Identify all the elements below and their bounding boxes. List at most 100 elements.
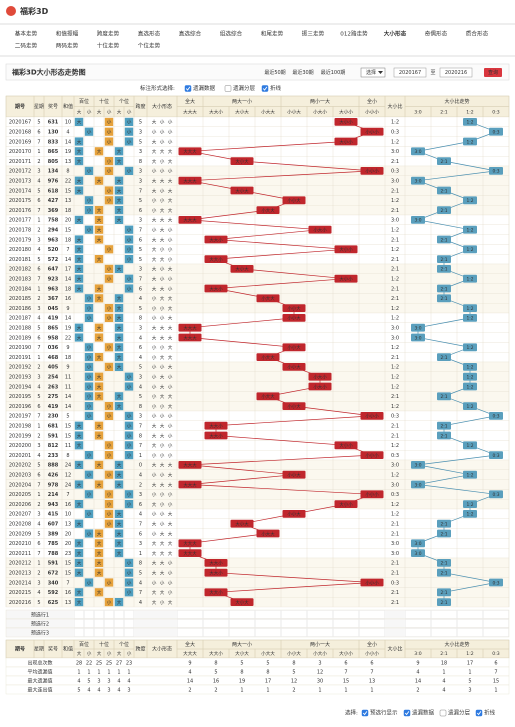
preselect-cell[interactable] xyxy=(457,628,483,637)
preselect-cell[interactable] xyxy=(359,628,385,637)
preselect-cell[interactable] xyxy=(307,619,333,628)
preselect-cell[interactable] xyxy=(281,610,307,619)
preselect-cell[interactable] xyxy=(229,619,255,628)
preselect-cell[interactable] xyxy=(114,619,124,628)
preselect-cell[interactable] xyxy=(114,628,124,637)
input-to[interactable] xyxy=(439,67,473,78)
preselect-cell[interactable] xyxy=(124,619,134,628)
form-char: 小 xyxy=(168,119,173,126)
preselect-cell[interactable] xyxy=(229,610,255,619)
input-from[interactable] xyxy=(393,67,427,78)
preselect-cell[interactable] xyxy=(281,628,307,637)
preselect-cell[interactable] xyxy=(84,610,94,619)
preselect-cell[interactable] xyxy=(74,619,84,628)
preselect-cell[interactable] xyxy=(74,610,84,619)
preselect-cell[interactable] xyxy=(431,628,457,637)
nav-link[interactable]: 直选形态 xyxy=(138,30,161,38)
preselect-cell[interactable] xyxy=(483,619,509,628)
nav-link[interactable]: 基本走势 xyxy=(15,30,38,38)
issue: 2020177 xyxy=(9,218,31,224)
nav-link[interactable]: 振三走势 xyxy=(302,30,325,38)
select-box[interactable] xyxy=(360,67,386,78)
preselect-cell[interactable] xyxy=(74,628,84,637)
nav-link[interactable]: 跨度走势 xyxy=(97,30,120,38)
preselect-cell[interactable] xyxy=(94,610,104,619)
preselect-cell[interactable] xyxy=(94,619,104,628)
preselect-cell[interactable] xyxy=(483,610,509,619)
preselect-cell[interactable] xyxy=(177,628,203,637)
preselect-cell[interactable] xyxy=(483,628,509,637)
preselect-cell[interactable] xyxy=(104,628,114,637)
preselect-cell[interactable] xyxy=(431,610,457,619)
preselect-cell[interactable] xyxy=(177,610,203,619)
checkbox[interactable] xyxy=(184,85,192,92)
position-cell xyxy=(74,598,84,607)
preselect-cell[interactable] xyxy=(255,610,281,619)
form-char: 小 xyxy=(160,129,165,136)
nav-link[interactable]: 两码走势 xyxy=(56,42,79,50)
draw-number: 468 xyxy=(48,355,59,361)
nav-link[interactable]: 和尾走势 xyxy=(261,30,284,38)
preselect-cell[interactable] xyxy=(203,619,229,628)
draw-number: 263 xyxy=(48,384,59,390)
checkbox[interactable] xyxy=(224,85,232,92)
checkbox[interactable] xyxy=(361,709,369,717)
preselect-cell[interactable] xyxy=(457,619,483,628)
checkbox[interactable] xyxy=(403,709,411,717)
preselect-cell[interactable] xyxy=(333,619,359,628)
preselect-cell[interactable] xyxy=(104,619,114,628)
preselect-cell[interactable] xyxy=(84,628,94,637)
preselect-cell[interactable] xyxy=(94,628,104,637)
checkbox[interactable] xyxy=(261,85,269,92)
position-cell xyxy=(124,382,134,391)
nav-link[interactable]: 个位走势 xyxy=(138,42,161,50)
query-button[interactable] xyxy=(484,68,502,77)
preselect-cell[interactable] xyxy=(255,628,281,637)
preselect-cell[interactable] xyxy=(333,610,359,619)
preselect-cell[interactable] xyxy=(431,619,457,628)
checkbox[interactable] xyxy=(475,709,483,717)
preselect-cell[interactable] xyxy=(124,628,134,637)
preselect-cell[interactable] xyxy=(333,628,359,637)
preselect-cell[interactable] xyxy=(457,610,483,619)
nav-link[interactable]: 二码走势 xyxy=(15,42,38,50)
preselect-cell[interactable] xyxy=(281,619,307,628)
preselect-cell[interactable] xyxy=(104,610,114,619)
position-value: 小 xyxy=(127,589,132,596)
preselect-cell[interactable] xyxy=(177,619,203,628)
range-link[interactable]: 最近30期 xyxy=(292,69,313,76)
span: 5 xyxy=(139,120,142,126)
nav-link[interactable]: 012路走势 xyxy=(340,30,368,38)
nav-link[interactable]: 十位走势 xyxy=(97,42,120,50)
preselect-cell[interactable] xyxy=(124,610,134,619)
form-value: 小大小 xyxy=(313,383,327,390)
preselect-cell[interactable] xyxy=(255,619,281,628)
checkbox[interactable] xyxy=(439,709,447,717)
form-char: 大 xyxy=(168,266,173,273)
preselect-cell[interactable] xyxy=(359,610,385,619)
nav-link[interactable]: 大小形态 xyxy=(384,30,407,38)
preselect-cell[interactable] xyxy=(229,628,255,637)
position-value: 大 xyxy=(77,442,82,449)
nav-link[interactable]: 质合形态 xyxy=(466,30,489,38)
nav-link[interactable]: 奇偶形态 xyxy=(425,30,448,38)
preselect-cell[interactable] xyxy=(405,628,431,637)
nav-link[interactable]: 组选综合 xyxy=(220,30,243,38)
issue: 2020203 xyxy=(9,473,31,479)
preselect-cell[interactable] xyxy=(307,610,333,619)
preselect-cell[interactable] xyxy=(114,610,124,619)
form-char: 大 xyxy=(168,305,173,312)
range-link[interactable]: 最近50期 xyxy=(264,69,285,76)
range-link[interactable]: 最近100期 xyxy=(321,69,346,76)
preselect-cell[interactable] xyxy=(405,610,431,619)
preselect-cell[interactable] xyxy=(84,619,94,628)
preselect-cell[interactable] xyxy=(203,628,229,637)
preselect-cell[interactable] xyxy=(359,619,385,628)
preselect-cell[interactable] xyxy=(307,628,333,637)
preselect-cell[interactable] xyxy=(405,619,431,628)
preselect-cell[interactable] xyxy=(203,610,229,619)
nav-link[interactable]: 和值振幅 xyxy=(56,30,79,38)
weekday: 7 xyxy=(37,414,40,420)
column-header: 大小比走势 xyxy=(444,98,469,105)
nav-link[interactable]: 直选综合 xyxy=(179,30,202,38)
